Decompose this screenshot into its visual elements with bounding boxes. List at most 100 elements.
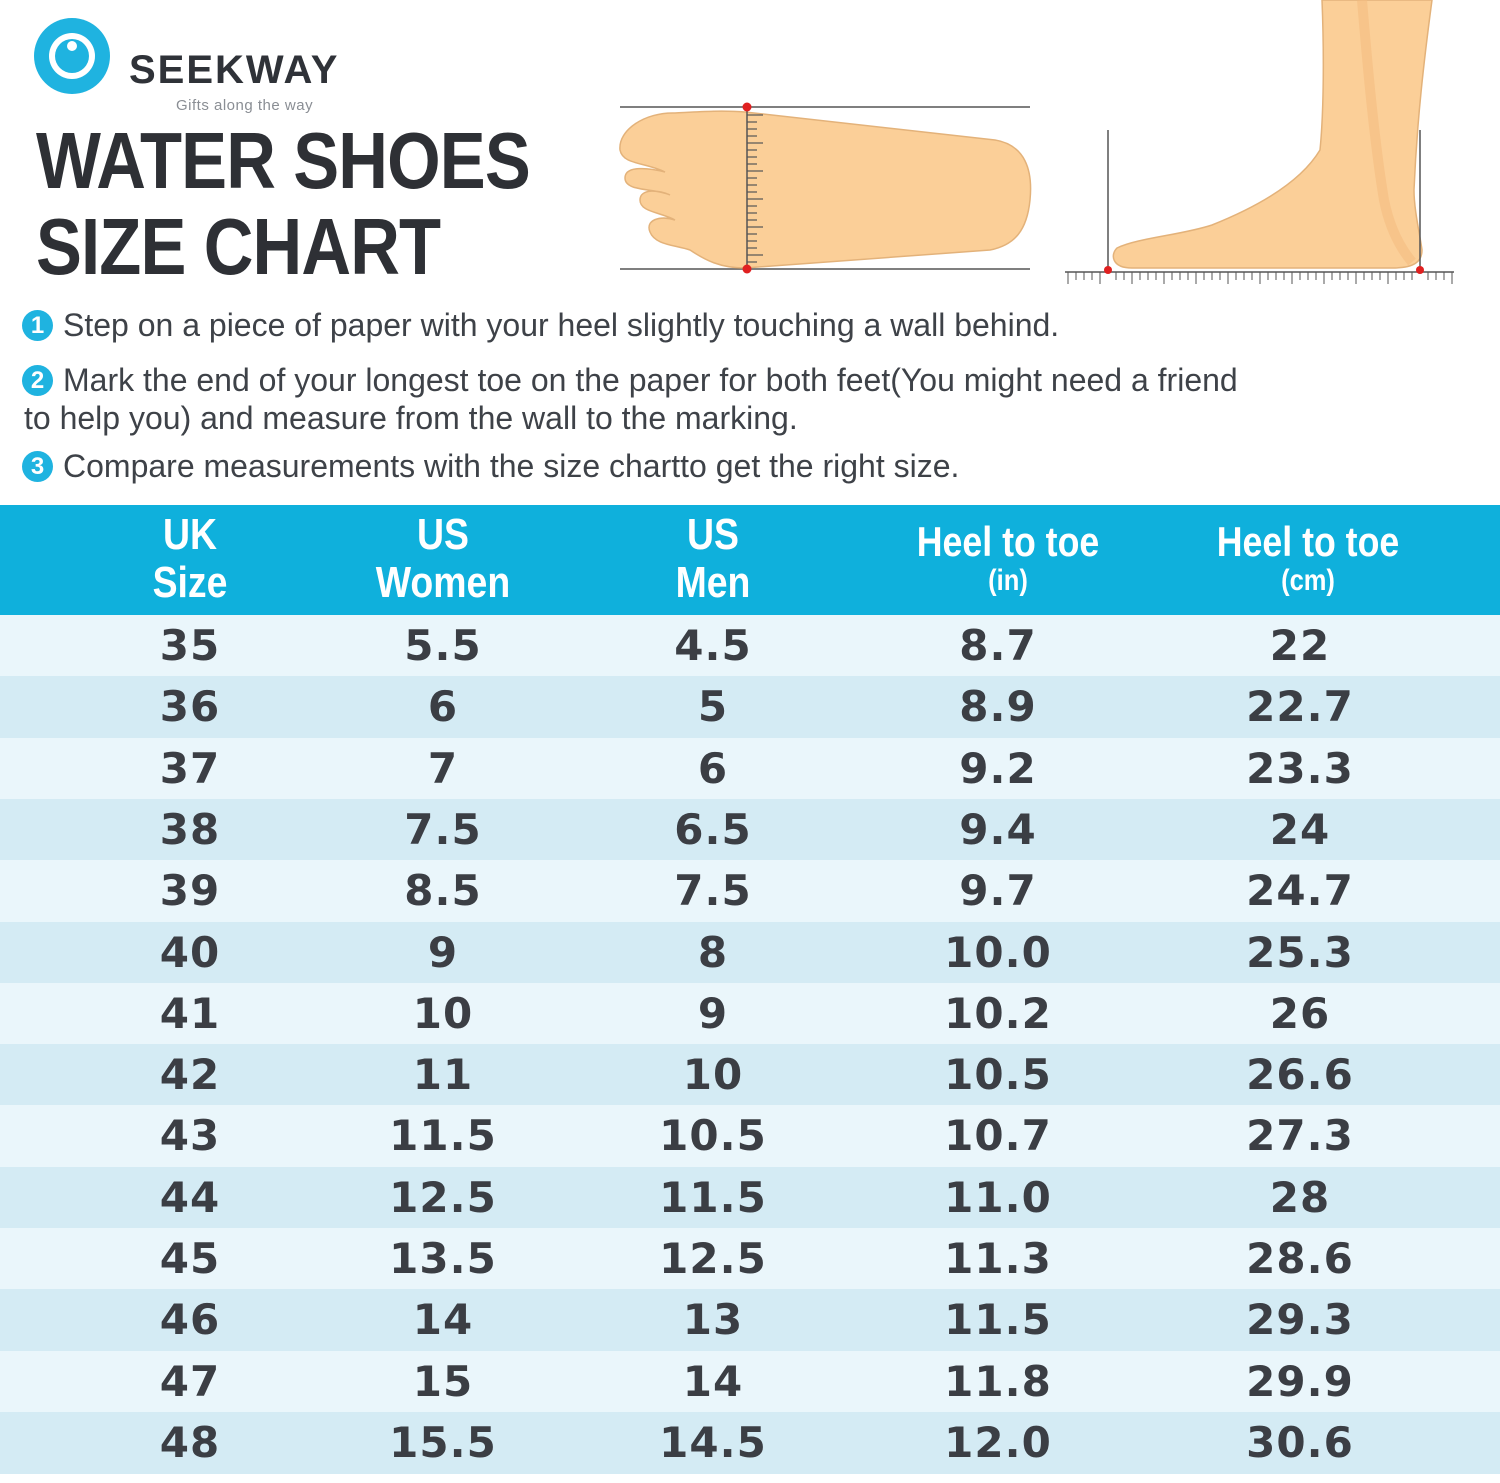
cell-us-women: 7 — [427, 744, 459, 793]
foot-top-view-measure-icon — [619, 102, 1032, 274]
cell-heel-to-toe-in: 11.0 — [944, 1173, 1052, 1222]
cell-uk-size: 40 — [159, 928, 221, 977]
cell-us-men: 12.5 — [659, 1234, 767, 1283]
cell-heel-to-toe-cm: 24.7 — [1246, 866, 1354, 915]
cell-heel-to-toe-in: 12.0 — [944, 1418, 1052, 1467]
cell-heel-to-toe-in: 9.7 — [959, 866, 1037, 915]
cell-heel-to-toe-cm: 29.3 — [1246, 1295, 1354, 1344]
table-row: 48 15.5 14.5 12.0 30.6 — [0, 1412, 1500, 1474]
foot-side-view-ruler-icon — [1065, 0, 1454, 284]
column-header-us-men: US Men — [675, 510, 751, 607]
step-2-text: Mark the end of your longest toe on the … — [63, 362, 1238, 398]
cell-us-women: 13.5 — [389, 1234, 497, 1283]
page-title: WATER SHOES SIZE CHART — [36, 116, 531, 290]
cell-uk-size: 43 — [159, 1111, 221, 1160]
cell-us-men: 14.5 — [659, 1418, 767, 1467]
cell-us-women: 6 — [427, 682, 459, 731]
cell-heel-to-toe-in: 8.7 — [959, 621, 1037, 670]
cell-us-women: 11 — [412, 1050, 474, 1099]
cell-heel-to-toe-in: 11.8 — [944, 1357, 1052, 1406]
seekway-logo-icon — [34, 18, 110, 94]
cell-heel-to-toe-in: 9.4 — [959, 805, 1037, 854]
cell-uk-size: 44 — [159, 1173, 221, 1222]
step-2: 2 Mark the end of your longest toe on the… — [22, 361, 1238, 399]
cell-heel-to-toe-cm: 24 — [1269, 805, 1331, 854]
table-row: 46 14 13 11.5 29.3 — [0, 1289, 1500, 1351]
cell-uk-size: 41 — [159, 989, 221, 1038]
table-row: 47 15 14 11.8 29.9 — [0, 1351, 1500, 1413]
cell-heel-to-toe-in: 8.9 — [959, 682, 1037, 731]
step-1: 1 Step on a piece of paper with your heel… — [22, 306, 1059, 344]
table-row: 40 9 8 10.0 25.3 — [0, 922, 1500, 984]
cell-us-men: 11.5 — [659, 1173, 767, 1222]
cell-heel-to-toe-cm: 26.6 — [1246, 1050, 1354, 1099]
cell-heel-to-toe-cm: 28 — [1269, 1173, 1331, 1222]
cell-us-women: 11.5 — [389, 1111, 497, 1160]
cell-us-men: 7.5 — [674, 866, 752, 915]
brand-name: SEEKWAY — [129, 48, 340, 92]
table-row: 38 7.5 6.5 9.4 24 — [0, 799, 1500, 861]
cell-heel-to-toe-cm: 27.3 — [1246, 1111, 1354, 1160]
cell-heel-to-toe-cm: 22.7 — [1246, 682, 1354, 731]
cell-heel-to-toe-in: 9.2 — [959, 744, 1037, 793]
cell-us-men: 5 — [697, 682, 729, 731]
table-row: 43 11.5 10.5 10.7 27.3 — [0, 1105, 1500, 1167]
cell-us-women: 15 — [412, 1357, 474, 1406]
step-number-1-badge: 1 — [22, 310, 53, 341]
cell-heel-to-toe-cm: 29.9 — [1246, 1357, 1354, 1406]
cell-uk-size: 46 — [159, 1295, 221, 1344]
table-row: 42 11 10 10.5 26.6 — [0, 1044, 1500, 1106]
cell-heel-to-toe-in: 11.5 — [944, 1295, 1052, 1344]
cell-uk-size: 36 — [159, 682, 221, 731]
cell-uk-size: 45 — [159, 1234, 221, 1283]
cell-heel-to-toe-cm: 26 — [1269, 989, 1331, 1038]
cell-us-women: 10 — [412, 989, 474, 1038]
table-row: 44 12.5 11.5 11.0 28 — [0, 1167, 1500, 1229]
cell-us-men: 6 — [697, 744, 729, 793]
step-2-text-continued: to help you) and measure from the wall t… — [24, 400, 798, 436]
cell-heel-to-toe-cm: 30.6 — [1246, 1418, 1354, 1467]
table-row: 45 13.5 12.5 11.3 28.6 — [0, 1228, 1500, 1290]
column-header-uk-size: UK Size — [152, 510, 228, 607]
step-number-3-badge: 3 — [22, 451, 53, 482]
cell-us-men: 4.5 — [674, 621, 752, 670]
cell-us-women: 5.5 — [404, 621, 482, 670]
cell-us-women: 15.5 — [389, 1418, 497, 1467]
cell-heel-to-toe-in: 11.3 — [944, 1234, 1052, 1283]
cell-uk-size: 42 — [159, 1050, 221, 1099]
table-row: 39 8.5 7.5 9.7 24.7 — [0, 860, 1500, 922]
cell-uk-size: 35 — [159, 621, 221, 670]
title-line-1: WATER SHOES — [36, 116, 531, 205]
brand-tagline: Gifts along the way — [176, 97, 314, 114]
table-header: UK Size US Women US Men Heel to toe (in) Hee… — [0, 505, 1500, 615]
brand-logo: SEEKWAY Gifts along the way — [34, 18, 394, 113]
cell-us-women: 7.5 — [404, 805, 482, 854]
cell-us-men: 10.5 — [659, 1111, 767, 1160]
cell-us-women: 8.5 — [404, 866, 482, 915]
cell-heel-to-toe-in: 10.0 — [944, 928, 1052, 977]
cell-us-men: 14 — [682, 1357, 744, 1406]
cell-uk-size: 37 — [159, 744, 221, 793]
cell-us-women: 9 — [427, 928, 459, 977]
cell-heel-to-toe-cm: 25.3 — [1246, 928, 1354, 977]
step-3-text: Compare measurements with the size chart… — [63, 448, 960, 484]
cell-heel-to-toe-cm: 28.6 — [1246, 1234, 1354, 1283]
step-number-2-badge: 2 — [22, 365, 53, 396]
cell-us-men: 9 — [697, 989, 729, 1038]
cell-heel-to-toe-in: 10.5 — [944, 1050, 1052, 1099]
cell-heel-to-toe-in: 10.2 — [944, 989, 1052, 1038]
cell-heel-to-toe-cm: 23.3 — [1246, 744, 1354, 793]
cell-us-men: 10 — [682, 1050, 744, 1099]
cell-us-men: 13 — [682, 1295, 744, 1344]
cell-heel-to-toe-cm: 22 — [1269, 621, 1331, 670]
column-header-heel-to-toe-in: Heel to toe (in) — [916, 518, 1100, 597]
step-3: 3 Compare measurements with the size char… — [22, 447, 959, 485]
step-1-text: Step on a piece of paper with your heel … — [63, 307, 1060, 343]
cell-uk-size: 38 — [159, 805, 221, 854]
cell-uk-size: 39 — [159, 866, 221, 915]
table-row: 37 7 6 9.2 23.3 — [0, 738, 1500, 800]
cell-us-men: 6.5 — [674, 805, 752, 854]
cell-us-women: 14 — [412, 1295, 474, 1344]
cell-uk-size: 47 — [159, 1357, 221, 1406]
cell-heel-to-toe-in: 10.7 — [944, 1111, 1052, 1160]
